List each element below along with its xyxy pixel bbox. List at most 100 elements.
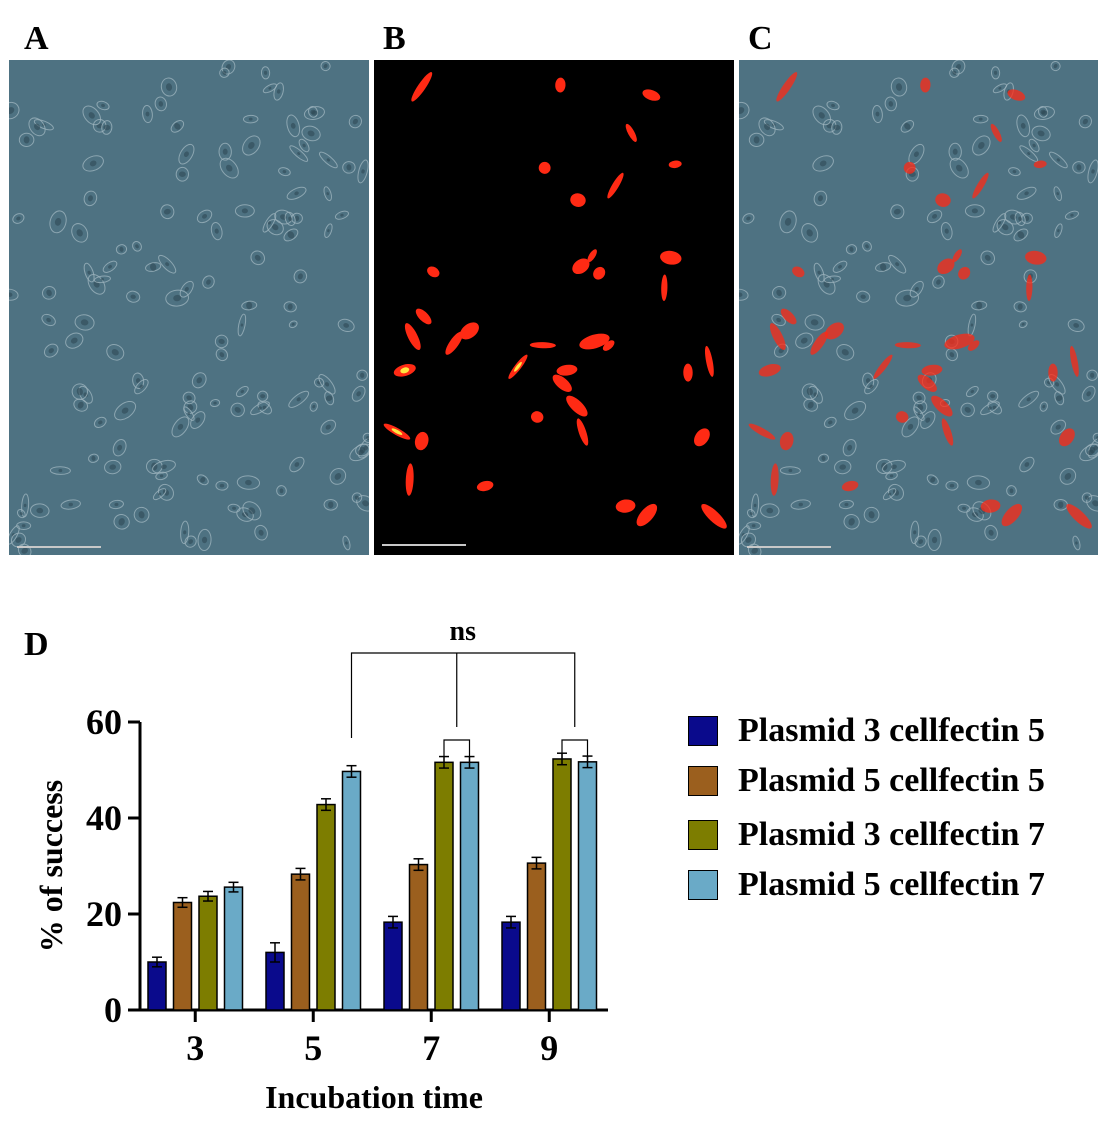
- cell: [356, 369, 368, 381]
- cell: [1067, 318, 1085, 333]
- y-tick-label: 0: [104, 990, 122, 1030]
- cell: [990, 66, 1001, 80]
- cell: [888, 254, 907, 274]
- cell: [1019, 145, 1039, 162]
- cell: [215, 348, 229, 362]
- cell: [71, 223, 89, 243]
- fluorescent-cell: [958, 266, 971, 280]
- cell: [856, 290, 871, 303]
- cell: [202, 275, 215, 289]
- cell: [838, 499, 854, 510]
- fluorescent-cell: [903, 161, 916, 174]
- cell: [1092, 432, 1098, 444]
- cell: [132, 241, 142, 252]
- cell: [73, 398, 89, 412]
- cell: [165, 289, 190, 307]
- fluorescent-cell: [758, 363, 781, 377]
- fluorescent-cell: [980, 499, 1001, 513]
- fluorescent-cell: [642, 89, 661, 101]
- bar-plasmid-5-cellfectin-7-t7: [459, 761, 480, 1011]
- fluorescent-cell: [1066, 504, 1092, 529]
- cell: [196, 474, 209, 486]
- fluorescent-cell: [935, 193, 951, 207]
- cell: [288, 320, 298, 329]
- cell: [812, 105, 832, 126]
- cell: [134, 379, 149, 395]
- fluorescent-cell: [576, 418, 589, 446]
- cell: [803, 398, 819, 412]
- cell: [83, 262, 95, 283]
- cell: [106, 344, 125, 361]
- fluorescent-cell: [531, 411, 544, 423]
- fluorescent-cell: [625, 123, 637, 142]
- cell: [739, 101, 750, 120]
- cell: [324, 223, 333, 238]
- cell: [845, 244, 858, 255]
- cell: [966, 475, 991, 490]
- cell: [872, 104, 883, 124]
- cell: [214, 334, 229, 349]
- panel-label-a: A: [24, 20, 49, 57]
- bar-plasmid-5-cellfectin-7-t9: [577, 761, 598, 1011]
- cell: [190, 411, 206, 429]
- fluorescent-cell: [579, 333, 610, 350]
- cell: [826, 100, 840, 111]
- cell: [9, 525, 20, 545]
- fluorescent-cell: [873, 354, 893, 379]
- cell: [984, 524, 998, 541]
- bar-plasmid-3-cellfectin-5-t7: [383, 921, 403, 1011]
- cell: [812, 155, 834, 172]
- bar-plasmid-5-cellfectin-7-t5: [341, 770, 362, 1011]
- fluorescent-cell: [414, 431, 429, 451]
- fluorescent-cell: [445, 331, 463, 355]
- fluorescent-cell: [1048, 363, 1058, 382]
- cell: [283, 228, 299, 242]
- cell: [60, 499, 81, 510]
- cell: [113, 514, 130, 530]
- cell: [1072, 535, 1081, 551]
- cell: [1033, 106, 1055, 120]
- fluorescent-cell: [944, 333, 975, 350]
- cell: [230, 402, 245, 418]
- cell: [320, 61, 331, 72]
- bar-plasmid-3-cellfectin-5-t3: [147, 961, 167, 1011]
- cell: [12, 213, 25, 224]
- cell: [286, 114, 301, 138]
- cell: [1085, 443, 1098, 457]
- cell: [926, 474, 939, 486]
- cell: [972, 114, 989, 124]
- cell: [41, 313, 56, 327]
- cell: [82, 105, 102, 126]
- cell: [126, 290, 141, 303]
- cell: [914, 535, 927, 548]
- cell: [142, 104, 153, 124]
- cell: [795, 332, 814, 349]
- cell: [219, 157, 239, 179]
- cell: [303, 106, 325, 120]
- cell: [842, 439, 857, 457]
- cell: [334, 210, 349, 220]
- fluorescent-cell: [967, 340, 980, 351]
- fluorescent-cell: [476, 480, 494, 492]
- cell: [108, 499, 124, 510]
- cell: [813, 262, 825, 283]
- cell: [864, 379, 879, 395]
- cell: [927, 528, 942, 552]
- cell: [862, 241, 872, 252]
- cell: [9, 101, 20, 120]
- cell: [912, 391, 926, 405]
- cell: [742, 213, 755, 224]
- cell: [771, 313, 786, 327]
- cell: [257, 390, 269, 402]
- cell: [890, 77, 908, 97]
- cell: [93, 275, 111, 284]
- bracket-t9: [561, 739, 589, 758]
- cell: [971, 300, 988, 311]
- cell: [1016, 114, 1031, 138]
- cell: [895, 289, 920, 307]
- fluorescent-cell: [972, 172, 989, 199]
- fluorescent-cell: [694, 428, 710, 447]
- cell: [1014, 211, 1026, 227]
- cell: [273, 82, 284, 101]
- cell: [9, 288, 19, 301]
